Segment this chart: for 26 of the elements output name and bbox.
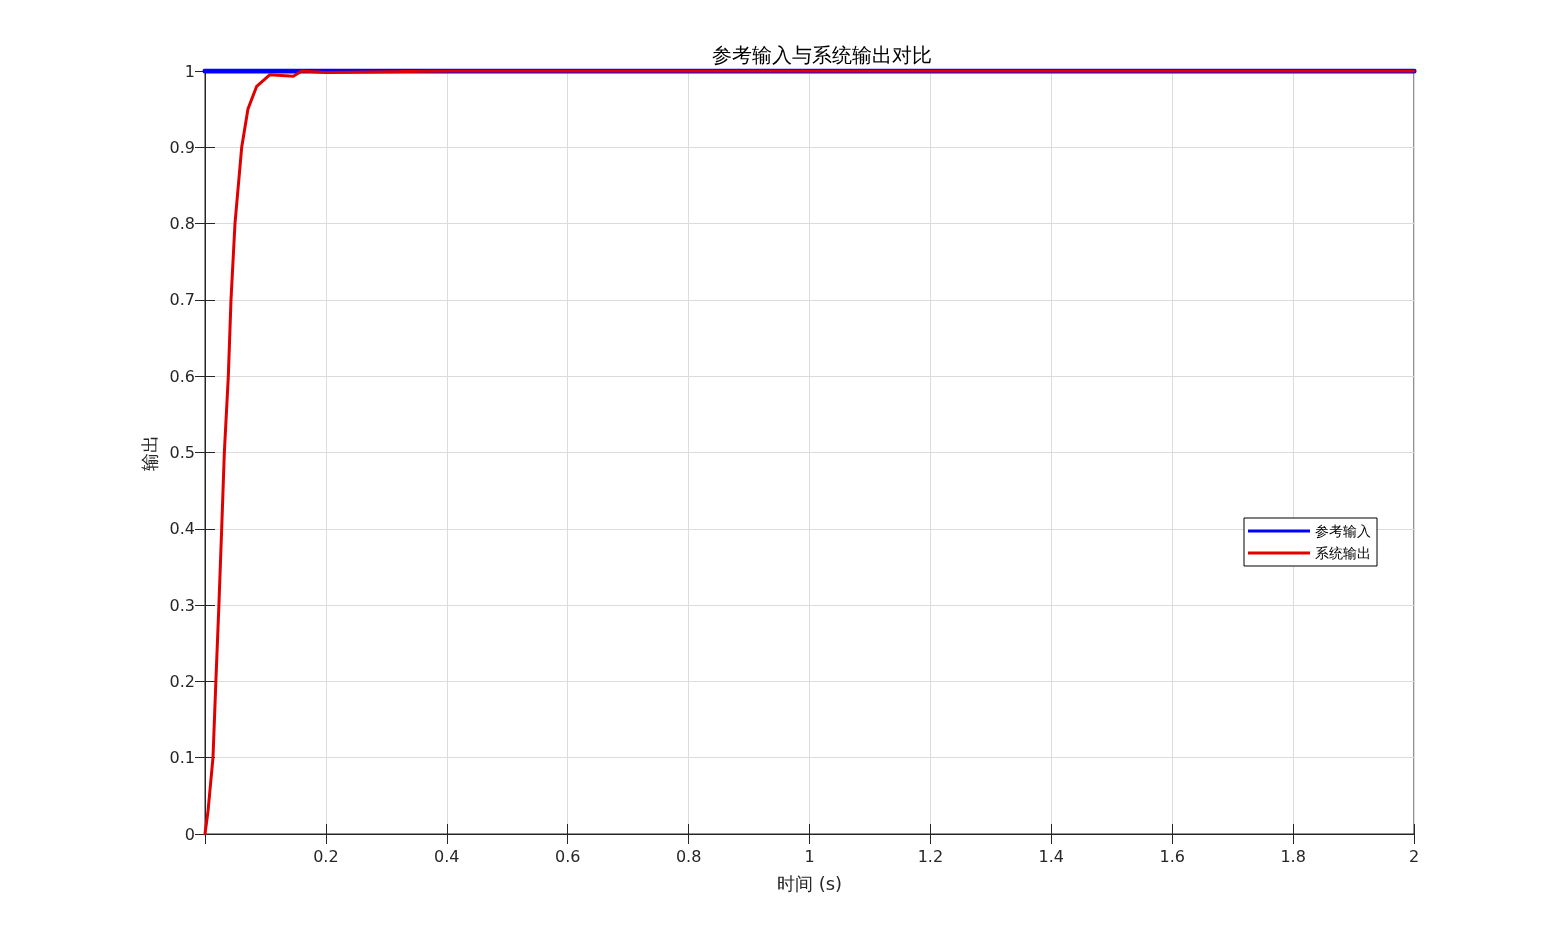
x-tick-label: 0.2: [313, 846, 339, 866]
y-tick-label: 0: [184, 824, 195, 844]
y-tick-label: 0.5: [169, 443, 195, 462]
legend-label: 系统输出: [1315, 545, 1371, 561]
x-tick-label: 0.8: [675, 846, 702, 866]
x-tick-label: 2: [1408, 846, 1420, 866]
y-tick-label: 0.1: [169, 748, 195, 768]
chart-title: 参考输入与系统输出对比: [712, 43, 932, 67]
y-axis-title: 输出: [139, 434, 161, 471]
x-tick-label: 1.2: [917, 846, 944, 866]
y-tick-label: 0.2: [169, 671, 195, 691]
x-tick-label: 1: [804, 846, 815, 866]
y-tick-label: 0.4: [169, 519, 195, 539]
legend-label: 参考输入: [1315, 523, 1371, 539]
x-tick-label: 1.6: [1159, 846, 1185, 866]
x-tick-label: 0.6: [554, 846, 581, 866]
y-tick-label: 1: [184, 61, 195, 81]
y-tick-label: 0.7: [169, 290, 195, 310]
x-tick-label: 0.4: [434, 846, 460, 866]
y-tick-label: 0.9: [169, 137, 195, 157]
y-tick-label: 0.8: [169, 214, 195, 234]
y-tick-label: 0.6: [169, 366, 195, 386]
x-axis-title: 时间 (s): [776, 872, 843, 894]
x-tick-label: 1.8: [1280, 846, 1306, 866]
y-tick-label: 0.3: [169, 595, 195, 615]
x-tick-label: 1.4: [1038, 846, 1065, 866]
